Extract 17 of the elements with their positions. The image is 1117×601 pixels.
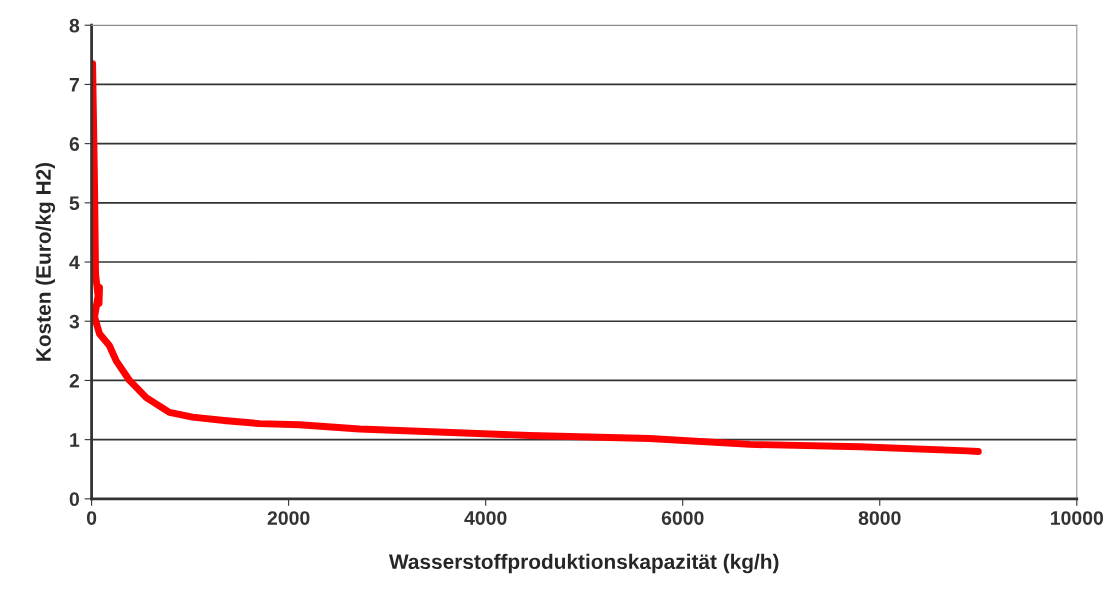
x-tick-label: 10000	[1050, 511, 1104, 525]
x-tick-label: 0	[86, 511, 97, 525]
y-tick-label: 1	[70, 433, 80, 447]
x-tick-label: 4000	[464, 511, 507, 525]
y-tick-label: 6	[69, 137, 80, 151]
x-axis-title: Wasserstoffproduktionskapazität (kg/h)	[388, 553, 779, 574]
y-tick-label: 5	[69, 196, 80, 211]
x-tick-label: 8000	[858, 511, 901, 525]
y-tick-label: 3	[69, 314, 80, 329]
x-tick-label: 2000	[267, 511, 310, 525]
y-tick-label: 4	[69, 255, 80, 270]
y-tick-label: 8	[69, 18, 80, 33]
x-tick-label: 6000	[661, 511, 704, 525]
y-tick-label: 7	[69, 78, 79, 92]
y-tick-label: 2	[69, 373, 80, 388]
y-tick-label: 0	[69, 492, 79, 507]
y-axis-title: Kosten (Euro/kg H2)	[35, 162, 56, 361]
